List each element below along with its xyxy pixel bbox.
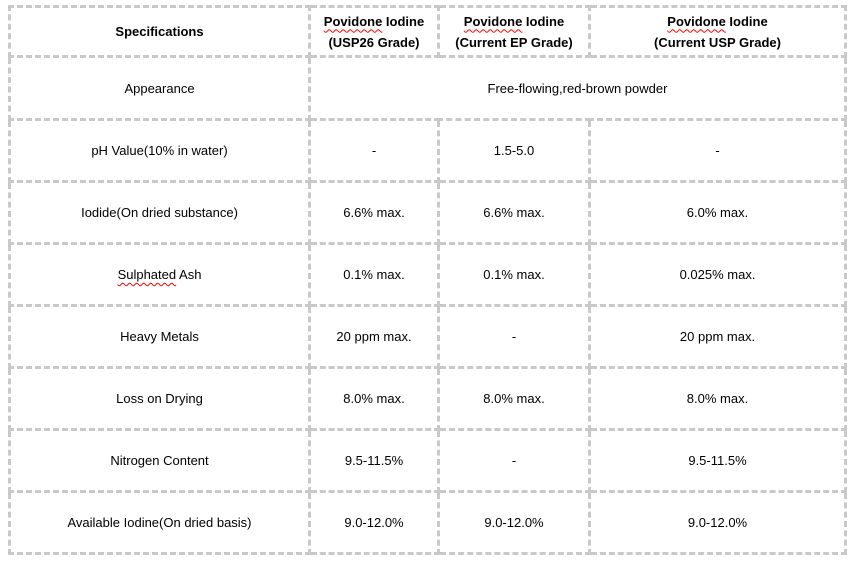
header-specifications: Specifications xyxy=(8,5,311,58)
value-cell-usp26: 6.6% max. xyxy=(308,180,440,245)
spec-word-rest: Ash xyxy=(176,267,202,282)
value-cell-usp26: 8.0% max. xyxy=(308,366,440,431)
value-cell-usp: - xyxy=(588,118,847,183)
spec-cell: Available Iodine(On dried basis) xyxy=(8,490,311,555)
value-cell-ep: 1.5-5.0 xyxy=(437,118,591,183)
value-cell-ep: 0.1% max. xyxy=(437,242,591,307)
value-cell-usp: 6.0% max. xyxy=(588,180,847,245)
value-cell-usp: 9.0-12.0% xyxy=(588,490,847,555)
table-row-nitrogen-content: Nitrogen Content 9.5-11.5% - 9.5-11.5% xyxy=(8,428,847,493)
table-row-ph-value: pH Value(10% in water) - 1.5-5.0 - xyxy=(8,118,847,183)
table-row-iodide: Iodide(On dried substance) 6.6% max. 6.6… xyxy=(8,180,847,245)
value-cell-usp: 0.025% max. xyxy=(588,242,847,307)
product-name-word: Povidone xyxy=(667,13,726,29)
value-cell-usp26: 0.1% max. xyxy=(308,242,440,307)
value-cell-appearance: Free-flowing,red-brown powder xyxy=(308,55,847,121)
header-specifications-label: Specifications xyxy=(115,24,204,39)
value-cell-ep: - xyxy=(437,428,591,493)
product-grade: (Current EP Grade) xyxy=(455,34,573,50)
value-cell-ep: 9.0-12.0% xyxy=(437,490,591,555)
value-cell-ep: - xyxy=(437,304,591,369)
table-row-loss-on-drying: Loss on Drying 8.0% max. 8.0% max. 8.0% … xyxy=(8,366,847,431)
header-current-ep-grade: Povidone Iodine (Current EP Grade) xyxy=(437,5,591,58)
spec-cell: Sulphated Ash xyxy=(8,242,311,307)
product-name: Povidone Iodine xyxy=(464,14,564,29)
table-row-appearance: Appearance Free-flowing,red-brown powder xyxy=(8,55,847,121)
table-row-sulphated-ash: Sulphated Ash 0.1% max. 0.1% max. 0.025%… xyxy=(8,242,847,307)
product-name: Povidone Iodine xyxy=(324,14,424,29)
spec-cell: Heavy Metals xyxy=(8,304,311,369)
spec-cell: Loss on Drying xyxy=(8,366,311,431)
value-cell-usp26: 20 ppm max. xyxy=(308,304,440,369)
product-name-rest: Iodine xyxy=(725,13,768,29)
value-cell-usp26: 9.0-12.0% xyxy=(308,490,440,555)
product-name: Povidone Iodine xyxy=(667,14,767,29)
spec-word-misspelled: Sulphated xyxy=(117,267,177,282)
header-row: Specifications Povidone Iodine (USP26 Gr… xyxy=(8,5,847,58)
value-cell-ep: 8.0% max. xyxy=(437,366,591,431)
table-row-heavy-metals: Heavy Metals 20 ppm max. - 20 ppm max. xyxy=(8,304,847,369)
header-current-usp-grade: Povidone Iodine (Current USP Grade) xyxy=(588,5,847,58)
value-cell-usp: 20 ppm max. xyxy=(588,304,847,369)
product-name-word: Povidone xyxy=(323,13,383,29)
povidone-iodine-spec-table: Specifications Povidone Iodine (USP26 Gr… xyxy=(8,5,847,555)
value-cell-ep: 6.6% max. xyxy=(437,180,591,245)
value-cell-usp26: - xyxy=(308,118,440,183)
spec-cell: Nitrogen Content xyxy=(8,428,311,493)
value-cell-usp: 8.0% max. xyxy=(588,366,847,431)
spec-cell: Iodide(On dried substance) xyxy=(8,180,311,245)
value-cell-usp26: 9.5-11.5% xyxy=(308,428,440,493)
product-name-rest: Iodine xyxy=(382,13,425,29)
header-usp26-grade: Povidone Iodine (USP26 Grade) xyxy=(308,5,440,58)
product-name-rest: Iodine xyxy=(522,13,565,29)
product-grade: (USP26 Grade) xyxy=(328,34,420,50)
product-grade: (Current USP Grade) xyxy=(654,34,781,50)
spec-cell-appearance: Appearance xyxy=(8,55,311,121)
spec-cell: pH Value(10% in water) xyxy=(8,118,311,183)
product-name-word: Povidone xyxy=(463,13,523,29)
value-cell-usp: 9.5-11.5% xyxy=(588,428,847,493)
table-row-available-iodine: Available Iodine(On dried basis) 9.0-12.… xyxy=(8,490,847,555)
